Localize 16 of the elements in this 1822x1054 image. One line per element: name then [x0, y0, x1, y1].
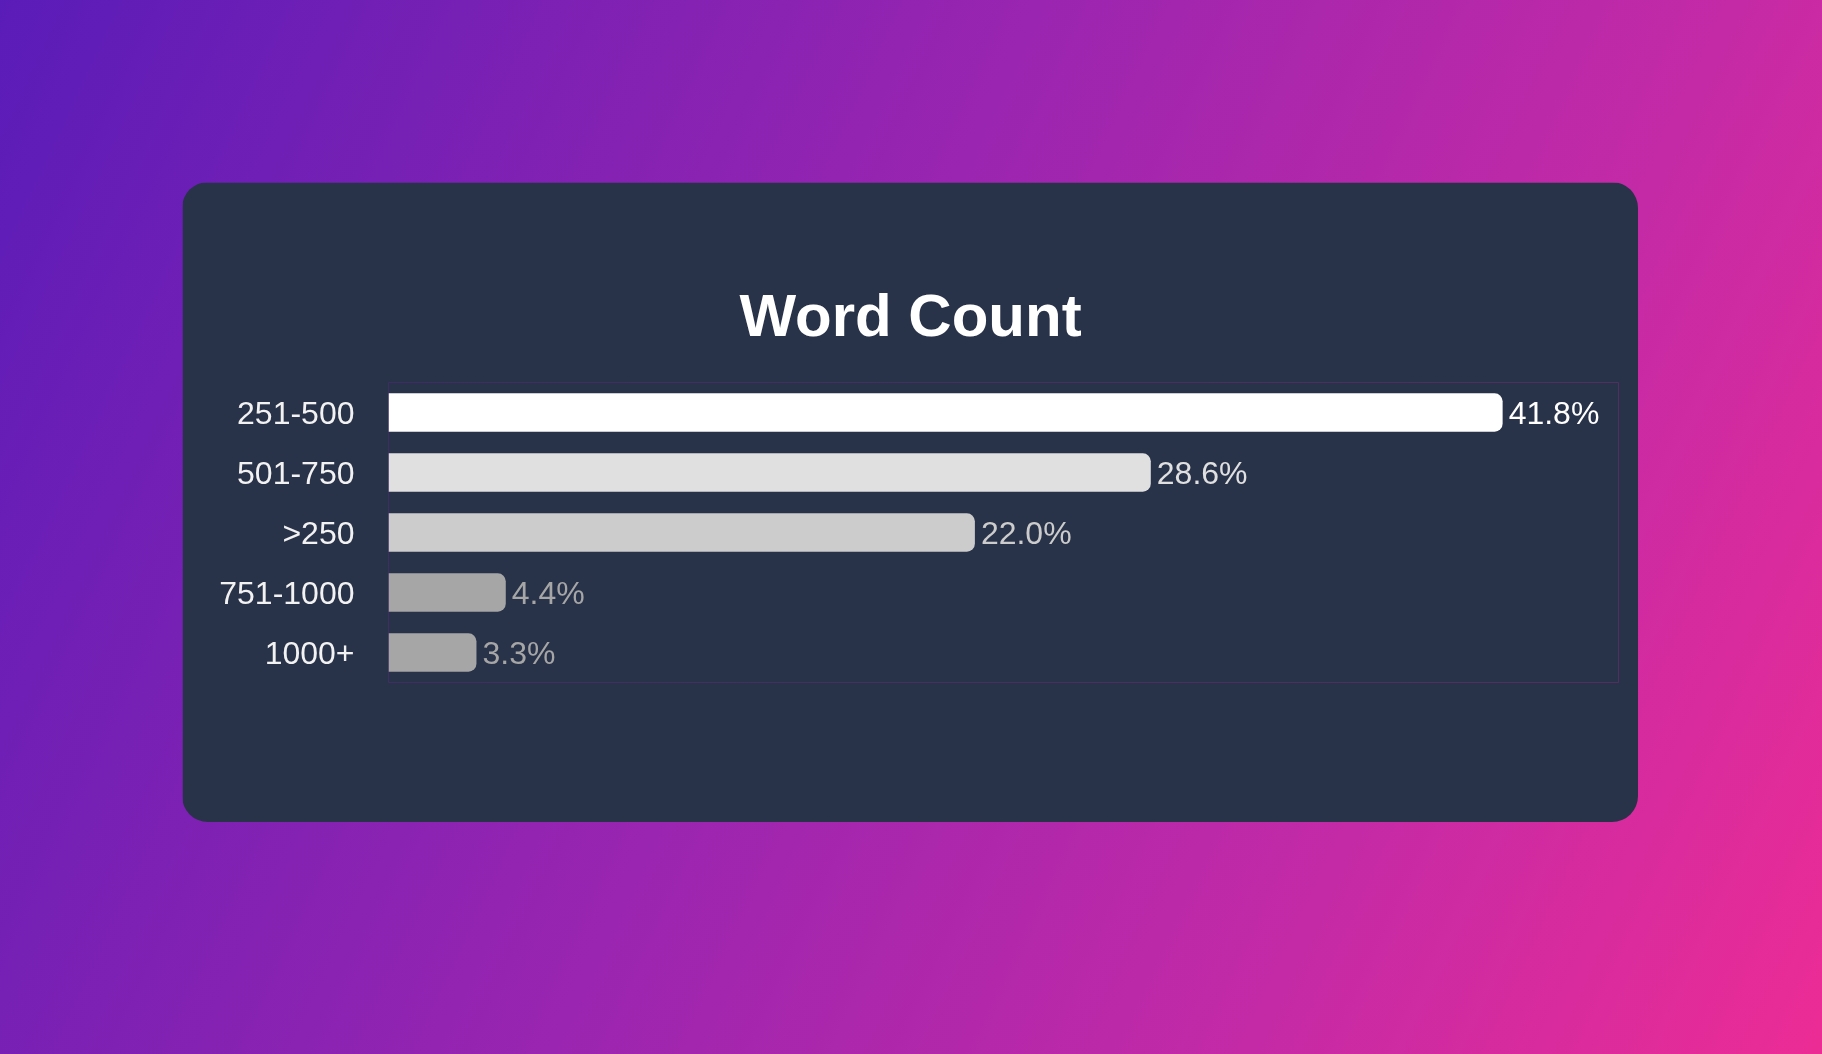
- data-label: 28.6%: [1156, 454, 1248, 491]
- bar: [388, 513, 975, 552]
- bar: [388, 633, 477, 672]
- y-tick-label: 501-750: [237, 454, 355, 491]
- y-tick-label: 1000+: [264, 634, 355, 671]
- data-label: 41.8%: [1508, 394, 1600, 431]
- data-label: 22.0%: [980, 514, 1072, 551]
- y-tick-label: 751-1000: [219, 574, 355, 611]
- bar: [388, 393, 1503, 432]
- data-label: 3.3%: [482, 634, 556, 671]
- bar: [388, 573, 506, 612]
- y-tick-label: 251-500: [237, 394, 355, 431]
- bar: [388, 453, 1151, 492]
- chart-title: Word Count: [739, 281, 1082, 349]
- data-label: 4.4%: [511, 574, 585, 611]
- y-tick-label: >250: [282, 514, 355, 551]
